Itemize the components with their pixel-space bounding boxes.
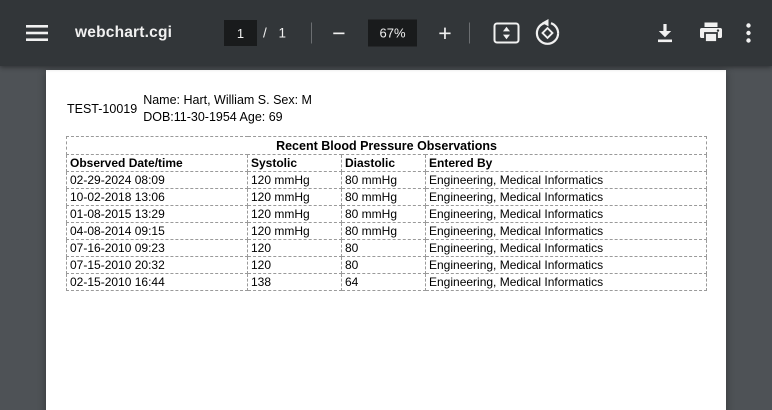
table-cell: 120: [247, 239, 342, 257]
document-title: webchart.cgi: [75, 24, 173, 41]
table-cell: 138: [247, 273, 342, 291]
rotate-button[interactable]: [529, 15, 566, 51]
pdf-page: TEST-10019 Name: Hart, William S. Sex: M…: [46, 70, 726, 410]
page-count-label: / 1: [263, 25, 291, 41]
table-cell: Engineering, Medical Informatics: [424, 222, 708, 240]
table-cell: 80 mmHg: [341, 222, 426, 240]
table-cell: 02-29-2024 08:09: [66, 171, 248, 189]
table-cell: 80 mmHg: [341, 171, 426, 189]
menu-button[interactable]: [22, 21, 52, 46]
bp-observations-table: Recent Blood Pressure Observations Obser…: [65, 136, 708, 291]
patient-name-line: Name: Hart, William S. Sex: M: [143, 93, 312, 107]
table-cell: 120 mmHg: [247, 222, 342, 240]
table-title: Recent Blood Pressure Observations: [65, 136, 708, 155]
patient-id: TEST-10019: [67, 101, 138, 116]
table-row: 07-15-2010 20:32 120 80 Engineering, Medica…: [66, 256, 708, 274]
more-options-button[interactable]: [742, 19, 755, 47]
table-cell: 64: [341, 273, 426, 291]
column-header: Systolic: [247, 154, 342, 172]
table-row: 02-29-2024 08:09 120 mmHg 80 mmHg Engineeri…: [66, 171, 708, 189]
toolbar-separator: [311, 22, 312, 44]
table-cell: 80 mmHg: [341, 205, 426, 223]
fit-to-page-button[interactable]: [489, 17, 524, 49]
table-cell: 01-08-2015 13:29: [66, 205, 248, 223]
table-cell: 80: [341, 239, 426, 257]
table-cell: Engineering, Medical Informatics: [424, 239, 708, 257]
table-cell: 07-16-2010 09:23: [66, 239, 248, 257]
hamburger-icon: [26, 25, 48, 41]
zoom-out-button[interactable]: −: [323, 19, 355, 47]
table-cell: 02-15-2010 16:44: [66, 273, 248, 291]
minus-icon: −: [332, 20, 346, 46]
table-cell: 80: [341, 256, 426, 274]
table-row: 07-16-2010 09:23 120 80 Engineering, Medica…: [66, 239, 708, 257]
zoom-in-button[interactable]: +: [429, 19, 461, 47]
table-cell: Engineering, Medical Informatics: [424, 205, 708, 223]
page-number-input[interactable]: [224, 20, 257, 46]
more-options-icon: [746, 23, 751, 43]
table-row: 10-02-2018 13:06 120 mmHg 80 mmHg Engineeri…: [66, 188, 708, 206]
print-icon: [700, 22, 722, 43]
pdf-toolbar: webchart.cgi / 1 − 67% +: [0, 0, 772, 66]
table-cell: Engineering, Medical Informatics: [424, 188, 708, 206]
table-cell: 120 mmHg: [247, 205, 342, 223]
table-row: 01-08-2015 13:29 120 mmHg 80 mmHg Engineeri…: [66, 205, 708, 223]
table-row: 04-08-2014 09:15 120 mmHg 80 mmHg Engineeri…: [66, 222, 708, 240]
table-cell: 10-02-2018 13:06: [66, 188, 248, 206]
rotate-counterclockwise-icon: [535, 19, 560, 45]
table-cell: 07-15-2010 20:32: [66, 256, 248, 274]
table-cell: 120: [247, 256, 342, 274]
column-header: Observed Date/time: [66, 154, 248, 172]
table-cell: 120 mmHg: [247, 171, 342, 189]
table-header-row: Observed Date/time Systolic Diastolic Enter…: [66, 154, 708, 172]
patient-header: TEST-10019 Name: Hart, William S. Sex: M…: [67, 92, 312, 126]
zoom-level-display[interactable]: 67%: [368, 19, 417, 47]
download-button[interactable]: [651, 19, 679, 48]
download-icon: [658, 24, 672, 43]
table-cell: 80 mmHg: [341, 188, 426, 206]
table-cell: Engineering, Medical Informatics: [424, 273, 708, 291]
table-cell: 04-08-2014 09:15: [66, 222, 248, 240]
fit-to-page-icon: [493, 22, 520, 44]
patient-dob-line: DOB:11-30-1954 Age: 69: [143, 110, 283, 124]
viewer-area[interactable]: TEST-10019 Name: Hart, William S. Sex: M…: [0, 66, 772, 410]
toolbar-separator: [469, 22, 470, 44]
plus-icon: +: [438, 20, 452, 46]
column-header: Diastolic: [341, 154, 426, 172]
table-cell: Engineering, Medical Informatics: [424, 256, 708, 274]
table-cell: 120 mmHg: [247, 188, 342, 206]
print-button[interactable]: [695, 18, 727, 48]
table-cell: Engineering, Medical Informatics: [424, 171, 708, 189]
column-header: Entered By: [424, 154, 708, 172]
table-row: 02-15-2010 16:44 138 64 Engineering, Medica…: [66, 273, 708, 291]
